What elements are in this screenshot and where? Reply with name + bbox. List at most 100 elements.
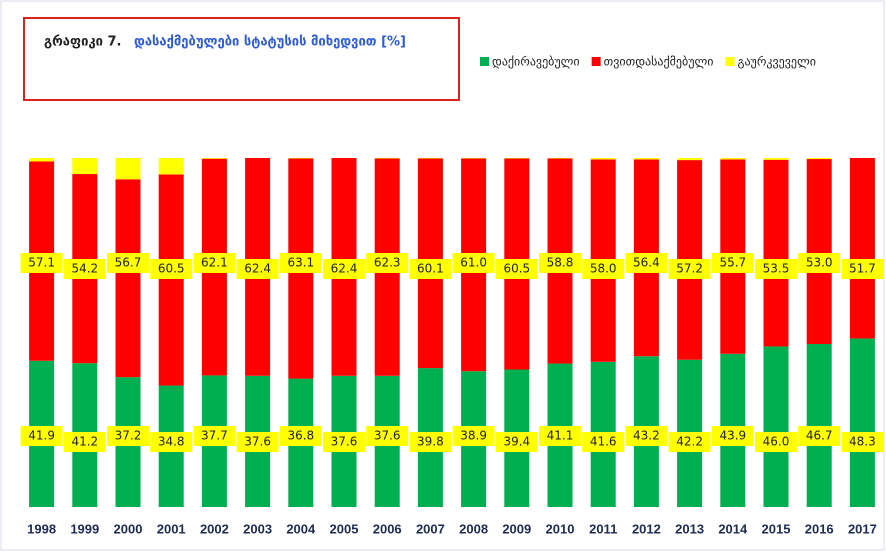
data-label-bg [323,432,365,452]
legend-swatch [480,57,489,66]
data-label: 48.3 [849,435,876,449]
data-label-bg [236,259,279,279]
bar-segment [158,158,184,175]
data-label-bg [711,426,754,446]
data-label: 41.9 [28,429,55,443]
bar-segment [806,159,832,345]
x-tick-label: 2011 [589,521,617,536]
data-label-bg [107,253,149,273]
data-label-bg [798,253,841,273]
x-tick-label: 2001 [157,521,186,536]
data-label: 37.6 [244,435,271,449]
data-label: 42.2 [676,435,703,449]
data-label: 62.4 [331,262,358,276]
x-tick-label: 2008 [459,521,488,536]
data-label: 57.1 [28,256,55,270]
data-label-bg [539,426,581,446]
x-tick-label: 1998 [27,521,56,536]
data-label: 43.2 [633,429,660,443]
data-label: 56.4 [633,256,660,270]
chart-subtitle: დასაქმებულები სტატუსის მიხედვით [%] [134,35,406,50]
data-label-bg [495,432,538,452]
bar-segment [806,344,832,507]
bar-segment [763,346,789,507]
data-label-bg [625,426,668,446]
x-tick-label: 2004 [286,521,316,536]
x-tick-label: 2012 [632,521,661,536]
data-label: 53.0 [806,256,833,270]
data-label-bg [150,432,193,452]
data-label: 62.1 [201,256,228,270]
data-label: 58.8 [547,256,574,270]
bar-segment [849,158,875,339]
x-tick-label: 2013 [675,521,704,536]
data-label-bg [668,432,711,452]
data-label-bg [63,259,106,279]
data-label-bg [409,259,452,279]
x-tick-label: 2002 [200,521,229,536]
data-label-bg [452,253,495,273]
data-label-bg [711,253,754,273]
data-label-bg [366,426,409,446]
data-label-bg [495,259,538,279]
data-label-bg [409,432,452,452]
data-label: 53.5 [763,262,790,276]
bar-segment [720,158,746,160]
data-label-bg [279,253,322,273]
legend-swatch [591,57,601,66]
data-label: 39.4 [503,435,530,449]
legend-label: თვითდასაქმებული [604,55,714,69]
x-tick-label: 2005 [330,521,359,536]
data-label-bg [20,253,63,273]
data-label: 51.7 [849,262,876,276]
data-label-bg [452,426,495,446]
data-label-bg [63,432,106,452]
bar-segment [29,158,55,162]
x-tick-label: 2014 [718,521,748,536]
x-tick-label: 2016 [805,521,834,536]
data-label: 37.6 [331,435,358,449]
data-label: 39.8 [417,435,444,449]
bar-segment [201,158,227,159]
data-label: 37.6 [374,429,401,443]
data-label-bg [193,253,236,273]
data-label: 56.7 [115,256,142,270]
data-label: 36.8 [287,429,314,443]
bar-segment [849,338,875,507]
data-label-bg [582,432,625,452]
data-label: 63.1 [287,256,314,270]
x-tick-label: 2006 [373,521,402,536]
data-label-bg [539,253,581,273]
data-label: 58.0 [590,262,617,276]
x-tick-label: 1999 [70,521,99,536]
title-box [23,17,460,101]
data-label: 34.8 [158,435,185,449]
data-label: 41.6 [590,435,617,449]
data-label: 60.1 [417,262,444,276]
x-tick-label: 2007 [416,521,445,536]
data-label-bg [668,259,711,279]
bar-segment [115,158,141,180]
bar-segment [115,179,141,378]
data-label-bg [236,432,279,452]
data-label: 57.2 [676,262,703,276]
data-label: 41.1 [547,429,574,443]
bar-segment [590,158,616,160]
bar-segment [158,174,184,386]
legend-label: გაურკვეველი [737,55,816,69]
bar-segment [763,159,789,347]
data-label: 46.0 [763,435,790,449]
data-label-bg [107,426,149,446]
x-tick-label: 2009 [502,521,531,536]
data-label: 61.0 [460,256,487,270]
data-label-bg [841,432,884,452]
data-label: 62.4 [244,262,271,276]
data-label: 38.9 [460,429,487,443]
data-label-bg [798,426,841,446]
bar-segment [72,158,98,175]
data-label-bg [841,259,884,279]
data-label-bg [279,426,322,446]
bar-segment [806,158,832,160]
